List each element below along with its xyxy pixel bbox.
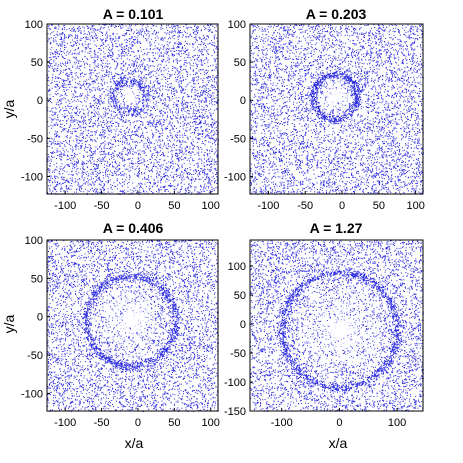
panel-1-frame	[46, 23, 219, 195]
panel-4: A = 1.27 x/a -100 0 100 100 50 0 -50 -100 -150	[224, 220, 424, 451]
y-tick-label: -50	[27, 350, 43, 362]
panel-2-yticks: 100 50 0 -50 -100	[224, 19, 253, 183]
x-tick-label: 50	[168, 417, 180, 429]
panel-1-xticks: -100 -50 0 50 100	[54, 191, 220, 212]
scatter-points-1	[47, 24, 219, 195]
y-tick-label: -50	[27, 133, 43, 145]
x-tick-label: -100	[257, 200, 279, 212]
y-tick-label: -100	[21, 388, 43, 400]
panel-1-yticks: 100 50 0 -50 -100	[21, 19, 50, 183]
y-tick-label: 50	[234, 290, 246, 302]
panel-4-xticks: -100 0 100	[271, 408, 406, 429]
panel-2-title: A = 0.203	[306, 6, 367, 22]
y-tick-label: -50	[230, 348, 246, 360]
panel-3-plot	[47, 240, 219, 412]
x-tick-label: -100	[271, 417, 293, 429]
panel-4-plot	[250, 240, 424, 412]
y-tick-label: 50	[31, 57, 43, 69]
y-tick-label: 0	[37, 312, 43, 324]
panel-4-yticks: 100 50 0 -50 -100 -150	[224, 261, 253, 418]
x-tick-label: 50	[168, 200, 180, 212]
x-tick-label: 100	[202, 417, 220, 429]
scatter-points-3	[47, 240, 219, 412]
x-tick-label: 0	[339, 200, 345, 212]
panel-3-frame	[46, 239, 219, 412]
y-tick-label: -100	[224, 171, 246, 183]
panel-2-frame	[249, 23, 424, 195]
panel-2: A = 0.203 -100 -50 0 50 100 100 50 0 -50 -100	[224, 6, 425, 212]
core-highlight-2	[299, 67, 378, 129]
panel-4-xlabel: x/a	[329, 435, 348, 451]
panel-4-title: A = 1.27	[310, 220, 363, 236]
y-tick-label: 50	[234, 57, 246, 69]
scatter-points-4	[250, 240, 424, 412]
y-tick-label: 100	[25, 19, 43, 31]
y-tick-label: 0	[240, 95, 246, 107]
y-tick-label: -50	[230, 133, 246, 145]
panel-3-xlabel: x/a	[125, 435, 144, 451]
y-tick-label: 50	[31, 273, 43, 285]
panel-3-xticks: -100 -50 0 50 100	[54, 408, 220, 429]
panel-2-xticks: -100 -50 0 50 100	[257, 191, 425, 212]
panel-3: A = 0.406 y/a x/a -100 -50 0 50 100 100 50 0 -5…	[1, 220, 220, 451]
x-tick-label: 100	[202, 200, 220, 212]
core-highlight-4	[255, 250, 423, 406]
panel-3-yticks: 100 50 0 -50 -100	[21, 235, 50, 400]
y-tick-label: -100	[21, 171, 43, 183]
panel-4-frame	[249, 239, 424, 412]
x-tick-label: 100	[406, 200, 424, 212]
panel-1-plot	[47, 24, 219, 195]
panel-2-plot	[250, 24, 424, 195]
panel-3-title: A = 0.406	[103, 220, 164, 236]
x-tick-label: -50	[94, 200, 110, 212]
x-tick-label: 100	[388, 417, 406, 429]
panel-1-ylabel: y/a	[1, 99, 17, 118]
panel-1-title: A = 0.101	[103, 6, 164, 22]
x-tick-label: 50	[373, 200, 385, 212]
x-tick-label: -100	[54, 200, 76, 212]
y-tick-label: 0	[37, 95, 43, 107]
y-tick-label: -150	[224, 406, 246, 418]
y-tick-label: -100	[224, 377, 246, 389]
y-tick-label: 100	[25, 235, 43, 247]
y-tick-label: 100	[228, 19, 246, 31]
x-tick-label: -100	[54, 417, 76, 429]
scatter-points-2	[250, 24, 424, 195]
y-tick-label: 100	[228, 261, 246, 273]
x-tick-label: 0	[336, 417, 342, 429]
panel-3-ylabel: y/a	[1, 314, 17, 333]
core-highlight-1	[111, 80, 152, 117]
x-tick-label: -50	[297, 200, 313, 212]
x-tick-label: 0	[135, 417, 141, 429]
y-tick-label: 0	[240, 319, 246, 331]
x-tick-label: -50	[94, 417, 110, 429]
panel-1: A = 0.101 y/a -100 -50 0 50 100 100500-50-10…	[1, 6, 220, 212]
x-tick-label: 0	[135, 200, 141, 212]
